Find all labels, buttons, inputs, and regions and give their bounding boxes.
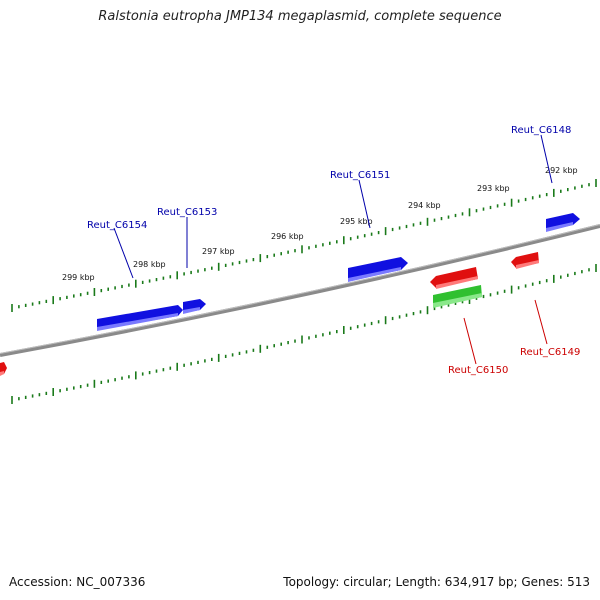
label-reut-c6154[interactable]: Reut_C6154	[87, 220, 147, 231]
leader-reut-c6151	[358, 179, 371, 229]
plasmid-backbone-highlight	[0, 224, 600, 354]
accession-label: Accession: NC_007336	[9, 575, 146, 589]
gene-reut-c6150[interactable]	[433, 285, 482, 308]
gene-reut-c6148[interactable]	[546, 213, 580, 232]
scale-label-292: 292 kbp	[545, 166, 578, 175]
gene-reut-c6154[interactable]	[97, 305, 183, 331]
label-reut-c6149[interactable]: Reut_C6149	[520, 347, 580, 358]
gene-red-left-edge[interactable]	[0, 362, 7, 376]
map-title: Ralstonia eutropha JMP134 megaplasmid, c…	[98, 9, 502, 24]
label-reut-c6150[interactable]: Reut_C6150	[448, 365, 508, 376]
plasmid-backbone	[0, 224, 600, 357]
scale-label-294: 294 kbp	[408, 201, 441, 210]
gene-reut-c6153[interactable]	[183, 299, 206, 314]
leader-reut-c6148	[540, 134, 553, 184]
scale-label-296: 296 kbp	[271, 232, 304, 241]
lower-tick-track	[11, 264, 597, 404]
gene-reut-c6151[interactable]	[348, 257, 408, 282]
leader-reut-c6150	[463, 317, 477, 365]
upper-tick-track	[11, 179, 597, 312]
gene-reut-c6149[interactable]	[511, 252, 539, 269]
scale-label-293: 293 kbp	[477, 184, 510, 193]
leader-reut-c6149	[534, 299, 548, 345]
scale-label-295: 295 kbp	[340, 217, 373, 226]
label-reut-c6153[interactable]: Reut_C6153	[157, 207, 217, 218]
scale-label-298: 298 kbp	[133, 260, 166, 269]
scale-label-297: 297 kbp	[202, 247, 235, 256]
leader-reut-c6154	[113, 227, 134, 279]
gene-red-near-c6150[interactable]	[430, 267, 478, 289]
topology-summary: Topology: circular; Length: 634,917 bp; …	[283, 575, 590, 589]
label-reut-c6151[interactable]: Reut_C6151	[330, 170, 390, 181]
label-reut-c6148[interactable]: Reut_C6148	[511, 125, 571, 136]
scale-label-299: 299 kbp	[62, 273, 95, 282]
